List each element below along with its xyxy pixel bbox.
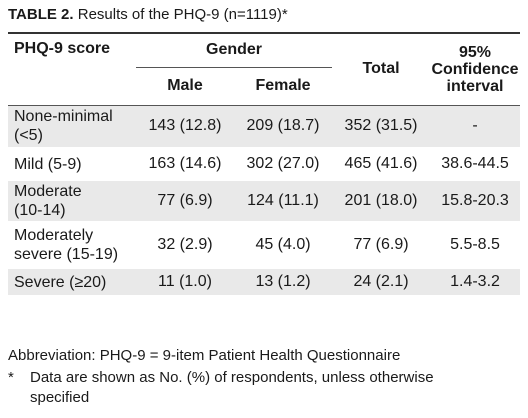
footnote: * Data are shown as No. (%) of respondent… — [8, 368, 513, 408]
table-caption-text: Results of the PHQ-9 (n=1119)* — [77, 6, 288, 23]
cell-ci: - — [430, 105, 521, 151]
header-ci-line1: 95% — [459, 43, 492, 61]
header-ci-line3: interval — [446, 77, 504, 95]
cell-total: 77 (6.9) — [332, 223, 431, 269]
cell-male: 77 (6.9) — [136, 179, 234, 225]
row-label: Moderately severe (15-19) — [8, 223, 136, 269]
table-row: None-minimal (<5) 143 (12.8) 209 (18.7) 3… — [8, 105, 521, 151]
header-total: Total — [332, 32, 431, 106]
table-bottom-rule — [8, 296, 521, 299]
footnote-line1: Data are shown as No. (%) of respondents… — [30, 369, 434, 386]
cell-female: 45 (4.0) — [234, 223, 333, 269]
cell-male: 32 (2.9) — [136, 223, 234, 269]
cell-total: 352 (31.5) — [332, 105, 431, 151]
header-confidence-interval: 95% Confidence interval — [430, 32, 521, 106]
cell-ci: 1.4-3.2 — [430, 267, 521, 299]
cell-ci: 38.6-44.5 — [430, 149, 521, 181]
table-caption-label: TABLE 2. — [8, 6, 74, 23]
results-table: PHQ-9 score Gender Total 95% Confidence … — [8, 32, 521, 299]
cell-ci: 5.5-8.5 — [430, 223, 521, 269]
cell-total: 201 (18.0) — [332, 179, 431, 225]
cell-total: 465 (41.6) — [332, 149, 431, 181]
cell-female: 124 (11.1) — [234, 179, 333, 225]
row-label: Severe (≥20) — [8, 267, 136, 299]
row-label: Moderate (10-14) — [8, 179, 136, 225]
row-label: None-minimal (<5) — [8, 105, 136, 151]
header-phq9-score: PHQ-9 score — [8, 32, 136, 106]
header-male: Male — [136, 67, 234, 106]
row-label: Mild (5-9) — [8, 149, 136, 181]
table-row: Moderate (10-14) 77 (6.9) 124 (11.1) 201 … — [8, 179, 521, 225]
cell-female: 302 (27.0) — [234, 149, 333, 181]
cell-female: 209 (18.7) — [234, 105, 333, 151]
header-female: Female — [234, 67, 333, 106]
footnote-marker: * — [8, 369, 14, 386]
footnote-line2: specified — [30, 389, 90, 406]
cell-total: 24 (2.1) — [332, 267, 431, 299]
table-caption: TABLE 2. Results of the PHQ-9 (n=1119)* — [8, 6, 288, 23]
cell-male: 143 (12.8) — [136, 105, 234, 151]
cell-male: 163 (14.6) — [136, 149, 234, 181]
table-row: Severe (≥20) 11 (1.0) 13 (1.2) 24 (2.1) … — [8, 267, 521, 299]
table-row: Moderately severe (15-19) 32 (2.9) 45 (4.… — [8, 223, 521, 269]
abbreviation-note: Abbreviation: PHQ-9 = 9-item Patient Hea… — [8, 347, 401, 364]
cell-male: 11 (1.0) — [136, 267, 234, 299]
cell-female: 13 (1.2) — [234, 267, 333, 299]
header-ci-line2: Confidence — [431, 60, 519, 78]
cell-ci: 15.8-20.3 — [430, 179, 521, 225]
table-row: Mild (5-9) 163 (14.6) 302 (27.0) 465 (41… — [8, 149, 521, 181]
header-gender: Gender — [136, 32, 333, 68]
